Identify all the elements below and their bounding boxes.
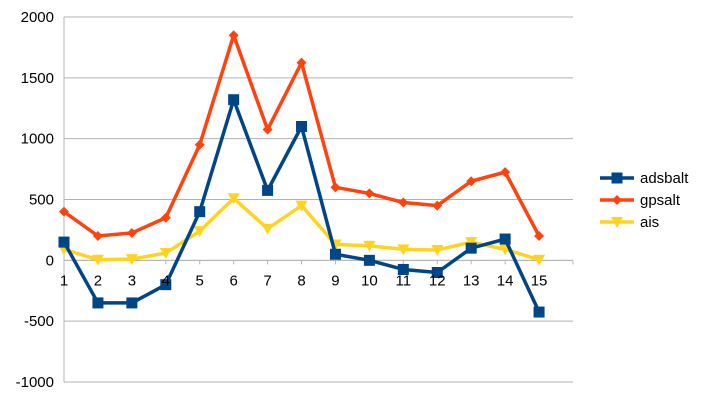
legend-label: gpsalt — [640, 192, 681, 209]
x-tick-label: 8 — [297, 272, 305, 289]
data-point-adsbalt — [58, 236, 70, 248]
data-point-adsbalt — [397, 263, 409, 275]
legend-marker — [611, 217, 623, 228]
y-tick-label: 1000 — [21, 131, 54, 148]
data-point-adsbalt — [296, 121, 308, 132]
x-tick-label: 1 — [60, 272, 68, 289]
data-point-gpsalt — [262, 124, 273, 135]
x-tick-label: 6 — [229, 272, 237, 289]
data-point-gpsalt — [398, 197, 409, 208]
data-point-gpsalt — [330, 182, 341, 193]
data-point-ais — [91, 254, 104, 266]
data-point-adsbalt — [329, 248, 341, 260]
x-tick-label: 7 — [263, 272, 271, 289]
data-point-adsbalt — [363, 254, 375, 266]
data-point-gpsalt — [194, 139, 205, 150]
data-point-adsbalt — [431, 267, 443, 278]
data-point-gpsalt — [92, 231, 103, 241]
data-point-adsbalt — [262, 184, 274, 196]
legend-entry-gpsalt: gpsalt — [600, 192, 681, 209]
data-point-ais — [533, 254, 546, 266]
y-tick-label: -1000 — [16, 374, 54, 391]
gridlines — [64, 16, 573, 383]
x-tick-label: 2 — [94, 272, 102, 289]
series-gpsalt — [59, 30, 545, 241]
data-point-gpsalt — [534, 231, 545, 241]
y-tick-label: 0 — [46, 252, 54, 269]
data-point-ais — [465, 237, 478, 249]
data-point-gpsalt — [160, 212, 171, 223]
data-point-ais — [261, 223, 274, 235]
data-point-adsbalt — [194, 206, 206, 218]
x-tick-label: 12 — [429, 272, 446, 289]
data-point-gpsalt — [432, 200, 443, 211]
data-point-ais — [125, 254, 138, 266]
x-tick-label: 11 — [396, 272, 412, 289]
x-tick-label: 13 — [463, 272, 480, 289]
data-point-ais — [295, 200, 308, 212]
data-point-gpsalt — [500, 167, 511, 178]
x-tick-label: 15 — [531, 272, 548, 289]
legend-entry-adsbalt: adsbalt — [600, 170, 689, 187]
data-point-ais — [431, 244, 444, 256]
data-point-ais — [397, 244, 410, 256]
data-point-gpsalt — [296, 57, 307, 68]
data-point-adsbalt — [126, 297, 138, 309]
data-point-ais — [363, 240, 376, 252]
data-point-gpsalt — [126, 227, 137, 238]
data-point-ais — [159, 248, 172, 260]
legend-marker — [612, 195, 622, 205]
data-point-adsbalt — [160, 279, 172, 291]
data-point-adsbalt — [533, 306, 545, 318]
data-point-gpsalt — [59, 206, 69, 217]
y-tick-label: 500 — [29, 192, 54, 209]
series-adsbalt — [58, 94, 545, 318]
data-point-gpsalt — [466, 176, 477, 187]
x-tick-label: 10 — [361, 272, 378, 289]
y-tick-label: -500 — [24, 313, 54, 330]
legend: adsbalt gpsalt ais — [600, 170, 689, 231]
series-ais — [58, 193, 546, 266]
data-point-gpsalt — [364, 188, 375, 199]
legend-label: adsbalt — [640, 170, 689, 187]
data-point-adsbalt — [92, 297, 104, 309]
data-point-adsbalt — [499, 233, 511, 245]
legend-label: ais — [640, 214, 659, 231]
x-tick-label: 9 — [331, 272, 339, 289]
x-tick-label: 3 — [128, 272, 136, 289]
y-tick-label: 2000 — [21, 9, 54, 26]
x-tick-label: 5 — [196, 272, 204, 289]
series-lines — [58, 30, 546, 318]
data-point-adsbalt — [228, 94, 240, 106]
data-point-adsbalt — [465, 242, 477, 254]
x-tick-label: 14 — [497, 272, 514, 289]
legend-marker — [611, 172, 623, 184]
data-point-ais — [193, 226, 206, 238]
y-tick-label: 1500 — [21, 70, 54, 87]
data-point-ais — [227, 193, 240, 205]
legend-entry-ais: ais — [600, 214, 659, 231]
x-tick-label: 4 — [162, 272, 170, 289]
data-point-gpsalt — [228, 30, 239, 41]
